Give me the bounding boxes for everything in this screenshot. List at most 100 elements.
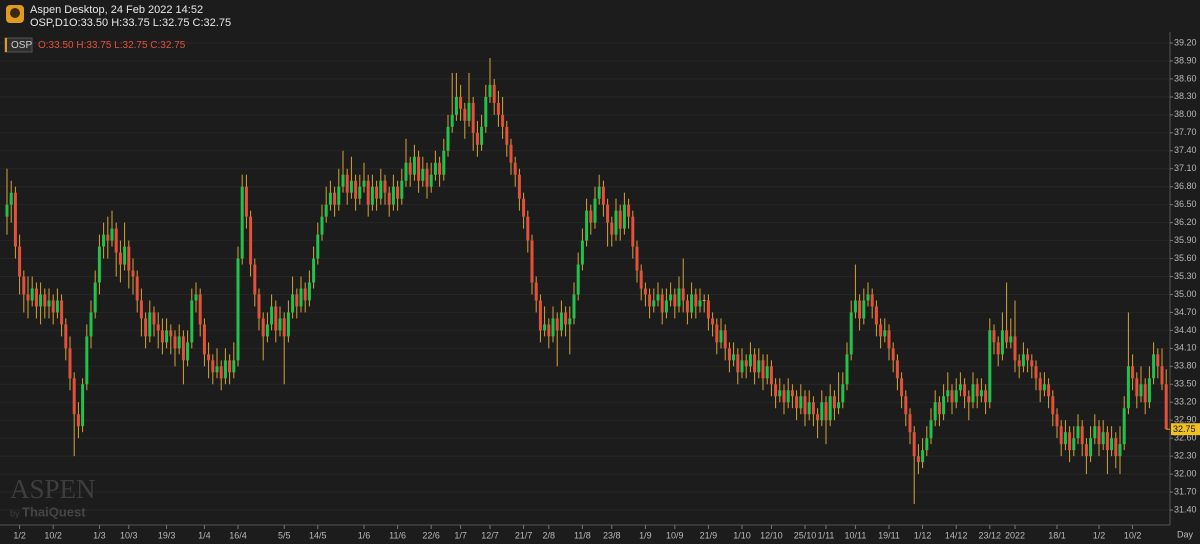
candle-body xyxy=(496,102,500,115)
candle-body xyxy=(1076,426,1080,439)
candle-body xyxy=(559,312,563,331)
candle-body xyxy=(429,174,433,187)
candle-body xyxy=(240,186,244,259)
candle-body xyxy=(249,216,253,265)
candle-body xyxy=(291,294,295,313)
candle-body xyxy=(900,378,904,397)
candle-body xyxy=(404,162,408,181)
candle-body xyxy=(963,384,967,397)
x-tick-label: 1/9 xyxy=(639,530,652,540)
candle-body xyxy=(1080,426,1084,445)
x-tick-label: 1/12 xyxy=(914,530,932,540)
candle-body xyxy=(975,384,979,397)
candle-body xyxy=(988,330,992,403)
x-tick-label: 14/5 xyxy=(309,530,327,540)
candle-body xyxy=(303,288,307,301)
x-tick-label: 23/12 xyxy=(979,530,1002,540)
candle-body xyxy=(261,318,265,337)
candle-body xyxy=(543,324,547,331)
candle-body xyxy=(274,306,278,331)
candle-body xyxy=(698,300,702,307)
candle-body xyxy=(984,390,988,403)
candle-body xyxy=(68,348,72,379)
candle-body xyxy=(421,168,425,181)
candle-body xyxy=(13,192,17,247)
candle-body xyxy=(732,354,736,361)
candle-body xyxy=(228,360,232,373)
x-tick-label: 1/4 xyxy=(198,530,211,540)
candle-body xyxy=(631,216,635,247)
candle-body xyxy=(954,390,958,403)
candle-body xyxy=(1030,360,1034,367)
candle-body xyxy=(1152,354,1156,379)
candle-body xyxy=(320,216,324,235)
candle-body xyxy=(761,360,765,379)
candle-body xyxy=(219,366,223,379)
candle-body xyxy=(1118,444,1122,457)
candle-body xyxy=(887,330,891,349)
x-tick-label: 10/2 xyxy=(44,530,62,540)
candle-body xyxy=(505,126,509,145)
candle-body xyxy=(324,204,328,217)
candle-body xyxy=(971,384,975,403)
candle-body xyxy=(1110,438,1114,451)
candle-body xyxy=(370,186,374,205)
candle-body xyxy=(316,234,320,259)
candle-body xyxy=(391,186,395,205)
candle-body xyxy=(89,312,93,337)
candle-body xyxy=(1139,384,1143,397)
candle-body xyxy=(946,390,950,397)
candle-body xyxy=(593,198,597,223)
candle-body xyxy=(1143,384,1147,403)
candle-body xyxy=(547,324,551,337)
candle-body xyxy=(345,174,349,193)
y-tick-label: 32.00 xyxy=(1174,468,1197,478)
candle-body xyxy=(618,210,622,229)
candle-body xyxy=(845,354,849,385)
x-tick-label: 11/6 xyxy=(389,530,406,540)
candle-body xyxy=(786,390,790,403)
candle-body xyxy=(656,294,660,301)
y-tick-label: 34.40 xyxy=(1174,325,1197,335)
candle-body xyxy=(358,186,362,199)
candle-body xyxy=(1051,396,1055,415)
candle-body xyxy=(992,330,996,343)
x-tick-label: 14/12 xyxy=(945,530,968,540)
candle-body xyxy=(299,288,303,307)
candle-body xyxy=(1009,336,1013,343)
candle-body xyxy=(278,318,282,331)
candle-body xyxy=(912,432,916,457)
candle-body xyxy=(1042,384,1046,391)
candle-body xyxy=(908,414,912,433)
candle-body xyxy=(417,156,421,181)
candle-body xyxy=(1047,384,1051,397)
y-tick-label: 33.50 xyxy=(1174,379,1197,389)
candle-body xyxy=(501,114,505,127)
candle-body xyxy=(1135,378,1139,397)
candle-body xyxy=(564,312,568,325)
candle-body xyxy=(874,306,878,325)
candle-body xyxy=(169,330,173,337)
candle-body xyxy=(1038,378,1042,391)
candle-body xyxy=(1156,354,1160,367)
candle-body xyxy=(257,294,261,319)
candle-body xyxy=(484,96,488,127)
candle-body xyxy=(471,102,475,133)
legend-symbol[interactable]: OSP xyxy=(11,40,32,51)
y-tick-label: 38.30 xyxy=(1174,91,1197,101)
candle-body xyxy=(152,312,156,325)
app-title: Aspen Desktop, 24 Feb 2022 14:52 xyxy=(30,4,203,16)
candle-body xyxy=(736,354,740,373)
legend-accent xyxy=(5,38,7,52)
y-tick-label: 37.70 xyxy=(1174,127,1197,137)
candle-body xyxy=(706,300,710,319)
candle-body xyxy=(858,300,862,319)
candle-body xyxy=(937,402,941,415)
candle-body xyxy=(123,246,127,265)
candle-body xyxy=(589,210,593,223)
candle-body xyxy=(555,318,559,331)
candle-body xyxy=(967,396,971,403)
candle-body xyxy=(719,330,723,343)
candle-body xyxy=(526,216,530,241)
legend-ohlc: O:33.50 H:33.75 L:32.75 C:32.75 xyxy=(38,40,186,51)
